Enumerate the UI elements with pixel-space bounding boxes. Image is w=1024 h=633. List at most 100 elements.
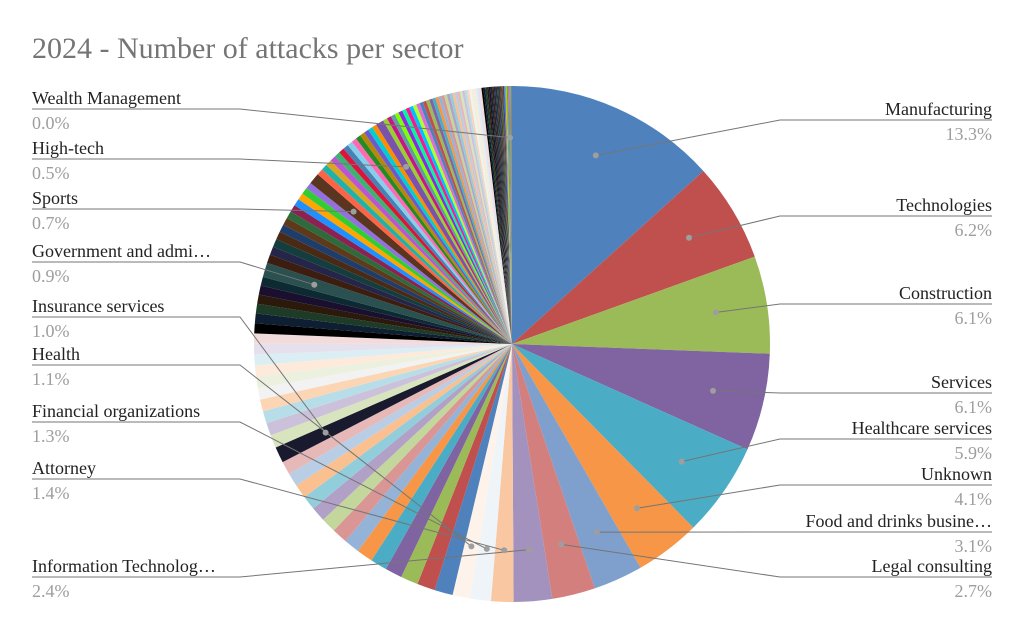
pie-slice-minor [289, 344, 512, 486]
slice-percent: 6.1% [955, 308, 993, 328]
pie-slice-minor [254, 344, 512, 366]
pie-slice-2 [512, 256, 771, 354]
pie-slice-minor [317, 169, 512, 344]
pie-slice-minor [483, 87, 512, 345]
pie-slice-minor [269, 246, 512, 344]
pie-slice-minor [486, 87, 512, 345]
pie-slice-minor [485, 87, 512, 344]
slice-percent: 6.1% [955, 397, 993, 417]
pie-slice-minor [429, 98, 512, 344]
pie-slice-minor [466, 89, 512, 344]
pie-slice-minor [422, 100, 512, 345]
pie-slice-minor [351, 138, 512, 344]
pie-slice-minor [333, 344, 512, 541]
pie-slice-minor [356, 135, 512, 344]
chart-title: 2024 - Number of attacks per sector [32, 32, 464, 65]
leader-line [595, 119, 992, 156]
pie-slice-minor [394, 112, 512, 344]
pie-slice-minor [387, 116, 512, 344]
leader-dot [713, 309, 719, 316]
pie-slice-11 [452, 344, 512, 599]
slice-label: Legal consulting [872, 556, 992, 576]
leader-dot [501, 547, 508, 554]
pie-slice-minor [409, 105, 512, 344]
pie-slice-0 [512, 86, 704, 344]
leader-dot [558, 541, 565, 548]
slice-label: Government and admi… [32, 241, 211, 261]
slice-percent: 0.5% [32, 163, 70, 183]
pie-slice-minor [313, 344, 512, 520]
pie-slice-minor [255, 303, 512, 344]
pie-slice-3 [512, 344, 770, 450]
leader-dot [592, 152, 599, 159]
leader-dot [678, 458, 685, 465]
pie-slice-minor [323, 344, 512, 531]
pie-slice-15 [376, 120, 512, 345]
leader-line [688, 215, 992, 239]
leader-dot [322, 429, 329, 436]
leader-line [561, 543, 992, 578]
pie-slice-12 [275, 344, 512, 463]
pie-slice-minor [488, 86, 512, 345]
leader-dot [686, 234, 692, 241]
pie-slice-minor [446, 93, 512, 344]
leader-dot [507, 134, 513, 141]
pie-slice-minor [360, 132, 512, 344]
slice-percent: 1.3% [32, 426, 70, 446]
pie-slice-minor [441, 95, 512, 344]
pie-slice-minor [443, 94, 512, 344]
pie-slice-8 [512, 344, 553, 602]
slice-percent: 5.9% [955, 443, 993, 463]
pie-slice-minor [306, 182, 512, 344]
pie-slice-minor [468, 89, 512, 344]
leader-line [32, 158, 407, 168]
pie-slice-minor [253, 343, 512, 355]
pie-slice-minor [273, 239, 512, 344]
pie-slice-minor [432, 97, 512, 344]
slice-percent: 13.3% [946, 124, 993, 144]
pie-slice-minor [416, 103, 512, 344]
pie-slice-minor [276, 231, 512, 344]
pie-slice-minor [479, 87, 512, 344]
slice-percent: 1.1% [32, 369, 70, 389]
pie-slice-minor [402, 108, 512, 345]
slice-label: Unknown [921, 464, 992, 484]
slice-percent: 6.2% [955, 220, 993, 240]
slice-percent: 1.0% [32, 321, 70, 341]
slice-percent: 0.9% [32, 266, 70, 286]
slice-label: Technologies [896, 195, 992, 215]
pie-slice-minor [371, 344, 512, 570]
leader-dot [403, 163, 410, 170]
pie-slice-16 [509, 86, 512, 344]
leader-line [681, 438, 992, 463]
pie-slice-minor [405, 107, 512, 344]
pie-slices [253, 85, 771, 602]
slice-labels: Manufacturing 13.3% Technologies 6.2% Constr… [32, 88, 992, 601]
pie-slice-minor [347, 141, 512, 344]
pie-slice-minor [493, 86, 512, 344]
leader-dot [350, 208, 357, 215]
pie-slice-minor [462, 90, 512, 344]
slice-label: Sports [32, 188, 78, 208]
pie-slice-minor [498, 86, 512, 344]
pie-slice-minor [262, 344, 512, 424]
pie-slice-minor [368, 127, 512, 345]
pie-slice-minor [254, 323, 512, 344]
pie-slice-minor [505, 86, 512, 345]
pie-slice-minor [339, 148, 512, 344]
pie-slice-minor [495, 86, 512, 344]
pie-slice-minor [383, 118, 512, 344]
pie-slice-9 [490, 344, 514, 602]
pie-slice-minor [304, 344, 512, 509]
pie-slice-minor [260, 276, 512, 344]
pie-slice-minor [426, 99, 512, 345]
pie-slice-minor [508, 86, 512, 344]
pie-slice-minor [266, 344, 512, 436]
pie-slice-minor [510, 85, 512, 345]
pie-slice-minor [506, 86, 512, 344]
pie-slice-5 [512, 344, 694, 568]
slice-label: Construction [899, 283, 992, 303]
pie-slice-minor [270, 344, 512, 448]
pie-slice-minor [254, 344, 512, 377]
